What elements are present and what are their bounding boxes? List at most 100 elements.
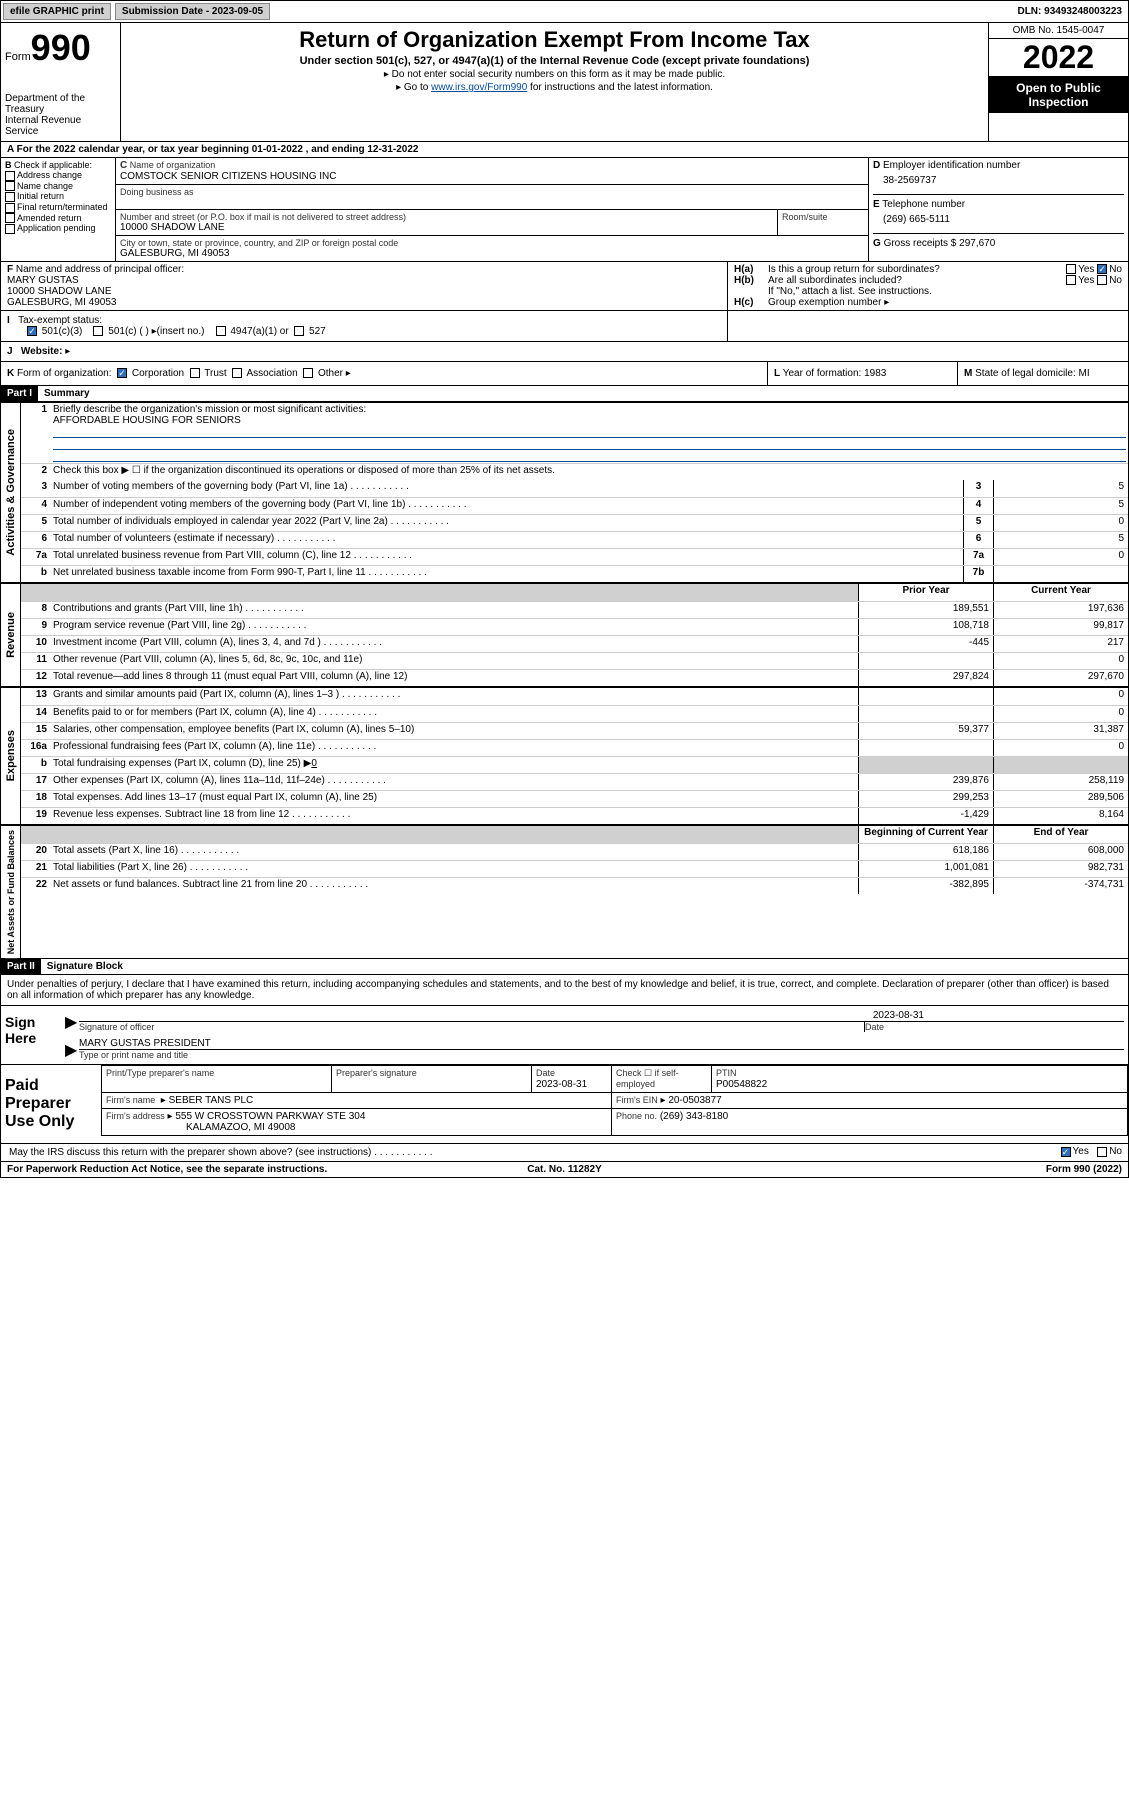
- dept-treasury: Department of the Treasury: [5, 93, 116, 115]
- line11-text: Other revenue (Part VIII, column (A), li…: [51, 653, 858, 669]
- assoc-checkbox[interactable]: [232, 368, 242, 378]
- name-change-checkbox[interactable]: [5, 181, 15, 191]
- discuss-question: May the IRS discuss this return with the…: [7, 1146, 982, 1159]
- submission-date-label: Submission Date - 2023-09-05: [115, 3, 270, 20]
- hb-note: If "No," attach a list. See instructions…: [734, 286, 1122, 297]
- form-org-label: Form of organization:: [17, 368, 112, 379]
- domicile-value: MI: [1079, 368, 1090, 379]
- domicile-label: State of legal domicile:: [975, 368, 1076, 379]
- firm-ein-label: Firm's EIN: [616, 1095, 658, 1105]
- line8-prior: 189,551: [858, 602, 993, 618]
- org-name-label: Name of organization: [130, 160, 216, 170]
- other-checkbox[interactable]: [303, 368, 313, 378]
- 527-label: 527: [309, 326, 326, 337]
- 527-checkbox[interactable]: [294, 326, 304, 336]
- part-i-title: Summary: [38, 386, 96, 401]
- line2-text: Check this box ▶ ☐ if the organization d…: [51, 464, 1128, 480]
- paperwork-notice: For Paperwork Reduction Act Notice, see …: [7, 1164, 327, 1175]
- final-return-checkbox[interactable]: [5, 203, 15, 213]
- status-website-row: I Tax-exempt status: 501(c)(3) 501(c) ( …: [1, 310, 1128, 341]
- line8-text: Contributions and grants (Part VIII, lin…: [51, 602, 858, 618]
- omb-number: OMB No. 1545-0047: [989, 23, 1128, 39]
- part-ii-header: Part II Signature Block: [1, 958, 1128, 974]
- beg-year-header: Beginning of Current Year: [858, 826, 993, 843]
- officer-label: Name and address of principal officer:: [16, 264, 184, 275]
- 4947-label: 4947(a)(1) or: [230, 326, 288, 337]
- line21-beg: 1,001,081: [858, 861, 993, 877]
- initial-return-checkbox[interactable]: [5, 192, 15, 202]
- instructions-link-row: Go to www.irs.gov/Form990 for instructio…: [125, 82, 984, 93]
- line19-text: Revenue less expenses. Subtract line 18 …: [51, 808, 858, 824]
- firm-name-label: Firm's name: [106, 1095, 155, 1105]
- efile-print-button[interactable]: efile GRAPHIC print: [3, 3, 111, 20]
- line19-prior: -1,429: [858, 808, 993, 824]
- line21-end: 982,731: [993, 861, 1128, 877]
- street-label: Number and street (or P.O. box if mail i…: [120, 212, 773, 222]
- address-change-checkbox[interactable]: [5, 171, 15, 181]
- line16b-text: Total fundraising expenses (Part IX, col…: [53, 758, 311, 769]
- line3-value: 5: [993, 480, 1128, 497]
- col-c-org-info: C Name of organization COMSTOCK SENIOR C…: [116, 158, 868, 261]
- final-return-label: Final return/terminated: [17, 202, 108, 212]
- current-year-header: Current Year: [993, 584, 1128, 601]
- sig-date-value: 2023-08-31: [79, 1010, 1124, 1021]
- yes-label-2: Yes: [1078, 275, 1094, 286]
- col-b-checkboxes: B Check if applicable: Address change Na…: [1, 158, 116, 261]
- line9-text: Program service revenue (Part VIII, line…: [51, 619, 858, 635]
- line21-text: Total liabilities (Part X, line 26): [51, 861, 858, 877]
- line14-text: Benefits paid to or for members (Part IX…: [51, 706, 858, 722]
- line18-current: 289,506: [993, 791, 1128, 807]
- officer-group-row: F Name and address of principal officer:…: [1, 261, 1128, 310]
- topbar: efile GRAPHIC print Submission Date - 20…: [1, 1, 1128, 23]
- firm-name-value: SEBER TANS PLC: [169, 1095, 254, 1106]
- amended-return-checkbox[interactable]: [5, 213, 15, 223]
- ssn-warning: Do not enter social security numbers on …: [125, 69, 984, 80]
- ein-value: 38-2569737: [873, 171, 1124, 194]
- line1-label: Briefly describe the organization's miss…: [53, 404, 366, 415]
- 501c-checkbox[interactable]: [93, 326, 103, 336]
- declaration-text: Under penalties of perjury, I declare th…: [1, 974, 1128, 1005]
- firm-addr2: KALAMAZOO, MI 49008: [106, 1122, 296, 1133]
- form-subtitle: Under section 501(c), 527, or 4947(a)(1)…: [125, 55, 984, 67]
- trust-label: Trust: [204, 368, 226, 379]
- corp-checkbox[interactable]: [117, 368, 127, 378]
- instructions-link[interactable]: www.irs.gov/Form990: [431, 82, 527, 93]
- part-i-header: Part I Summary: [1, 386, 1128, 401]
- trust-checkbox[interactable]: [190, 368, 200, 378]
- line6-value: 5: [993, 532, 1128, 548]
- website-row: J Website:: [1, 341, 1128, 361]
- sign-here-label: Sign Here: [1, 1006, 61, 1064]
- no-label: No: [1109, 264, 1122, 275]
- line16a-prior: [858, 740, 993, 756]
- prep-name-label: Print/Type preparer's name: [106, 1068, 214, 1078]
- b-label: Check if applicable:: [14, 160, 92, 170]
- discuss-no-checkbox[interactable]: [1097, 1147, 1107, 1157]
- firm-phone-label: Phone no.: [616, 1111, 657, 1121]
- line4-text: Number of independent voting members of …: [51, 498, 963, 514]
- application-pending-checkbox[interactable]: [5, 224, 15, 234]
- 4947-checkbox[interactable]: [216, 326, 226, 336]
- form-title: Return of Organization Exempt From Incom…: [125, 27, 984, 53]
- line5-value: 0: [993, 515, 1128, 531]
- part-i-bar: Part I: [1, 386, 38, 401]
- discuss-no-label: No: [1109, 1146, 1122, 1157]
- line20-end: 608,000: [993, 844, 1128, 860]
- prep-date-label: Date: [536, 1068, 555, 1078]
- line17-text: Other expenses (Part IX, column (A), lin…: [51, 774, 858, 790]
- line3-text: Number of voting members of the governin…: [51, 480, 963, 497]
- ha-no-checkbox[interactable]: [1097, 264, 1107, 274]
- hb-no-checkbox[interactable]: [1097, 275, 1107, 285]
- line7a-text: Total unrelated business revenue from Pa…: [51, 549, 963, 565]
- line11-prior: [858, 653, 993, 669]
- discuss-yes-checkbox[interactable]: [1061, 1147, 1071, 1157]
- corp-label: Corporation: [132, 368, 184, 379]
- hb-yes-checkbox[interactable]: [1066, 275, 1076, 285]
- 501c3-checkbox[interactable]: [27, 326, 37, 336]
- line9-current: 99,817: [993, 619, 1128, 635]
- dba-label: Doing business as: [120, 187, 864, 197]
- ptin-label: PTIN: [716, 1068, 737, 1078]
- ha-yes-checkbox[interactable]: [1066, 264, 1076, 274]
- amended-return-label: Amended return: [17, 213, 82, 223]
- line9-prior: 108,718: [858, 619, 993, 635]
- yes-label: Yes: [1078, 264, 1094, 275]
